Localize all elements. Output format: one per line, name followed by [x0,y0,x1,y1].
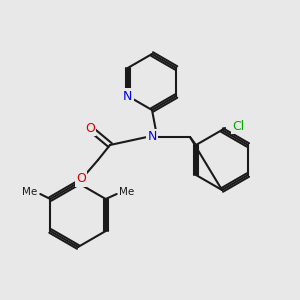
Text: N: N [123,89,132,103]
Text: O: O [76,172,86,185]
Text: Me: Me [119,187,134,197]
Text: Cl: Cl [232,119,244,133]
Text: N: N [147,130,157,143]
Text: O: O [85,122,95,134]
Text: Me: Me [22,187,37,197]
